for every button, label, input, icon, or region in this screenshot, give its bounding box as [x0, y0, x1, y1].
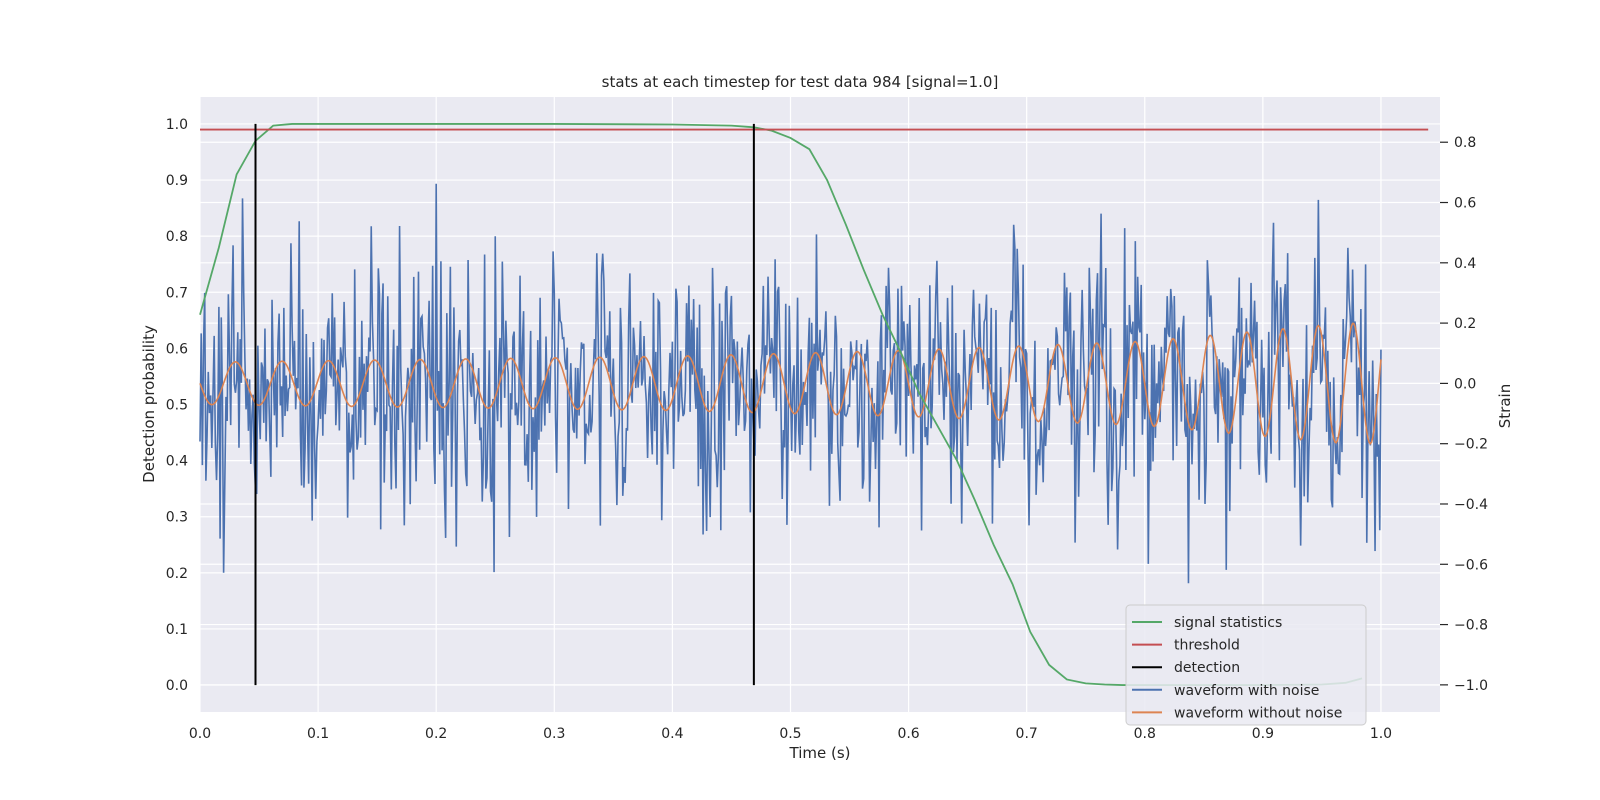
y-left-tick-label: 0.5	[166, 398, 188, 414]
y-right-tick-label: −1.0	[1454, 678, 1488, 694]
legend-label: signal statistics	[1174, 615, 1282, 631]
y-axis-right: −1.0 −0.8 −0.6 −0.4 −0.2 0.0 0.2 0.4 0.6 0.8	[1440, 135, 1488, 694]
y-right-tick-label: −0.4	[1454, 497, 1488, 513]
x-tick-label: 0.5	[779, 726, 801, 742]
y-left-tick-label: 0.9	[166, 173, 188, 189]
legend-box	[1125, 604, 1367, 726]
x-tick-label: 0.2	[425, 726, 447, 742]
y-left-tick-label: 0.7	[166, 285, 188, 301]
legend-label: detection	[1174, 660, 1240, 676]
y-right-tick-label: 0.2	[1454, 316, 1476, 332]
x-tick-label: 0.0	[189, 726, 211, 742]
y-right-tick-label: −0.2	[1454, 437, 1488, 453]
y-axis-left-label: Detection probability	[140, 325, 158, 483]
signal-statistics-line	[199, 123, 1363, 686]
x-tick-label: 0.3	[543, 726, 565, 742]
y-axis-right-label: Strain	[1496, 384, 1514, 428]
legend-label: threshold	[1174, 638, 1240, 654]
y-right-tick-label: 0.8	[1454, 135, 1476, 151]
x-tick-label: 0.9	[1252, 726, 1274, 742]
legend-label: waveform with noise	[1174, 683, 1319, 699]
x-tick-label: 0.1	[307, 726, 329, 742]
y-right-tick-label: −0.8	[1454, 618, 1488, 634]
y-left-tick-label: 0.4	[166, 454, 188, 470]
y-right-tick-label: −0.6	[1454, 557, 1488, 573]
y-left-tick-label: 0.1	[166, 622, 188, 638]
x-tick-label: 0.7	[1016, 726, 1038, 742]
y-right-tick-label: 0.4	[1454, 256, 1476, 272]
legend-label: waveform without noise	[1174, 705, 1342, 721]
x-tick-label: 0.4	[661, 726, 683, 742]
y-left-tick-label: 0.8	[166, 229, 188, 245]
y-left-tick-label: 0.2	[166, 566, 188, 582]
y-right-tick-label: 0.0	[1454, 376, 1476, 392]
x-axis: 0.0 0.1 0.2 0.3 0.4 0.5 0.6 0.7 0.8 0.9 1.0	[189, 726, 1392, 742]
y-left-tick-label: 0.3	[166, 510, 188, 526]
x-tick-label: 0.6	[897, 726, 919, 742]
y-left-tick-label: 1.0	[166, 117, 188, 133]
series-layer	[199, 123, 1429, 686]
waveform-without-noise-line	[199, 322, 1382, 445]
y-left-tick-label: 0.6	[166, 341, 188, 357]
x-axis-label: Time (s)	[789, 744, 851, 762]
chart-title: stats at each timestep for test data 984…	[602, 73, 999, 91]
x-tick-label: 0.8	[1134, 726, 1156, 742]
x-tick-label: 1.0	[1370, 726, 1392, 742]
legend: signal statistics threshold detection wavef…	[1125, 604, 1367, 726]
y-axis-left: 0.0 0.1 0.2 0.3 0.4 0.5 0.6 0.7 0.8 0.9 1.0	[166, 117, 188, 694]
y-right-tick-label: 0.6	[1454, 196, 1476, 212]
waveform-with-noise-line	[199, 183, 1382, 584]
y-left-tick-label: 0.0	[166, 678, 188, 694]
